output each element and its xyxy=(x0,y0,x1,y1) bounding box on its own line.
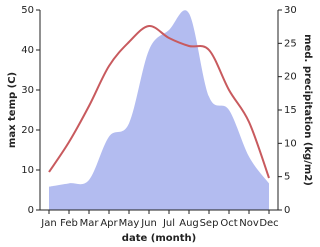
x-tick-label: Jan xyxy=(40,218,56,229)
y-axis-title: max temp (C) xyxy=(7,72,18,148)
x-axis-title: date (month) xyxy=(122,233,196,244)
x-tick-label: Nov xyxy=(239,218,259,229)
x-tick-label: Feb xyxy=(60,218,78,229)
y2-tick-label: 20 xyxy=(284,72,297,83)
x-tick-label: Dec xyxy=(259,218,278,229)
x-tick-label: Mar xyxy=(80,218,100,229)
y2-tick-label: 25 xyxy=(284,38,297,49)
y2-tick-label: 30 xyxy=(284,5,297,16)
x-tick-label: Apr xyxy=(100,218,118,229)
x-tick-label: Jun xyxy=(140,218,157,229)
x-tick-label: Oct xyxy=(220,218,237,229)
x-tick-label: Jul xyxy=(162,218,175,229)
y2-tick-label: 5 xyxy=(284,172,290,183)
y-tick-label: 0 xyxy=(28,205,34,216)
y2-tick-label: 15 xyxy=(284,105,297,116)
y2-axis-title: med. precipitation (kg/m2) xyxy=(302,34,313,186)
y-tick-label: 40 xyxy=(21,45,34,56)
y2-tick-label: 0 xyxy=(284,205,290,216)
precipitation-area xyxy=(49,10,269,210)
x-tick-label: May xyxy=(119,218,140,229)
y-tick-label: 30 xyxy=(21,85,34,96)
y-tick-label: 50 xyxy=(21,5,34,16)
x-tick-label: Aug xyxy=(179,218,199,229)
y2-tick-label: 10 xyxy=(284,138,297,149)
y-tick-label: 20 xyxy=(21,125,34,136)
temperature-line xyxy=(48,25,270,179)
x-tick-label: Sep xyxy=(200,218,219,229)
y-tick-label: 10 xyxy=(21,165,34,176)
